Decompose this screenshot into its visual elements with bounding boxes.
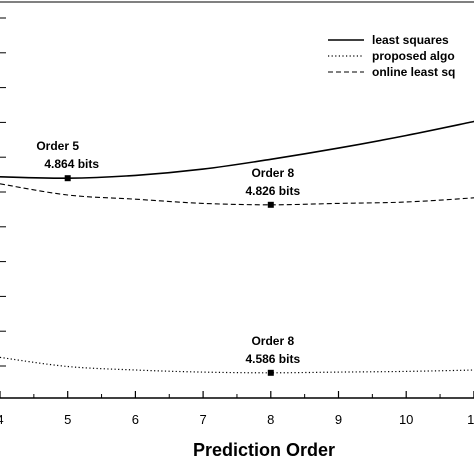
series-line-1	[0, 120, 474, 180]
x-tick-group: 4 5 6 7 8 9 10 11	[0, 391, 474, 427]
series-line-3	[0, 183, 474, 206]
series-layer	[0, 120, 474, 374]
legend: least squares proposed algo online least s…	[328, 33, 455, 79]
x-tick-label: 4	[0, 412, 4, 427]
x-tick-label: 6	[132, 412, 139, 427]
annotation-marker	[267, 369, 274, 376]
x-tick-label: 8	[267, 412, 274, 427]
annotation-marker	[267, 201, 274, 208]
y-tick-group	[0, 17, 6, 367]
annotation-bits-label: 4.586 bits	[245, 352, 300, 366]
x-tick-label: 11	[467, 412, 474, 427]
x-tick-label: 5	[64, 412, 71, 427]
x-tick-label: 9	[335, 412, 342, 427]
annotation-bits-label: 4.826 bits	[245, 184, 300, 198]
legend-label: least squares	[372, 33, 449, 47]
annotation-order-label: Order 8	[251, 334, 294, 348]
x-tick-label: 7	[199, 412, 206, 427]
annotation-bits-label: 4.864 bits	[44, 157, 99, 171]
x-axis-title: Prediction Order	[193, 440, 335, 460]
annotation-order-label: Order 5	[36, 139, 79, 153]
annotation-marker	[64, 175, 71, 182]
series-line-2	[0, 356, 474, 374]
x-tick-label: 10	[399, 412, 413, 427]
annotation-order-label: Order 8	[251, 166, 294, 180]
annotation-layer: Order 5 4.864 bits Order 8 4.826 bits Order …	[36, 139, 300, 376]
legend-label: proposed algo	[372, 49, 455, 63]
legend-label: online least sq	[372, 65, 455, 79]
